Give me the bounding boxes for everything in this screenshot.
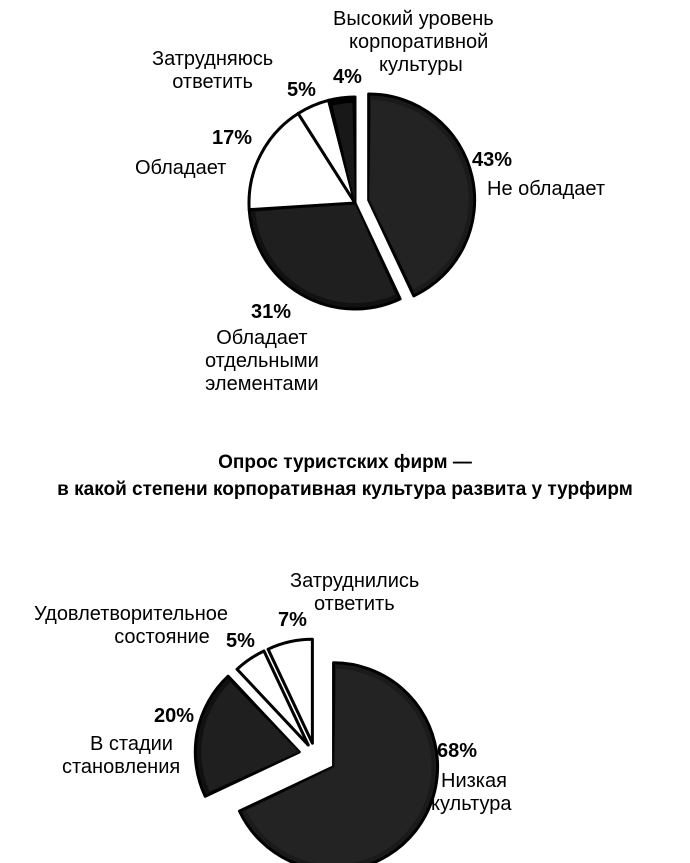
pie1-slice-1-shade [255, 203, 396, 303]
pie1-slice-4-shade [332, 103, 355, 203]
pie1-pct-not-has: 43% [472, 149, 513, 171]
pie1-label-has: Обладает [135, 157, 227, 179]
pie2-label-forming: В стадии становления [62, 733, 181, 778]
pie2-label-low: Низкая культура [431, 770, 512, 815]
chart-title: Опрос туристских фирм — в какой степени … [57, 452, 633, 500]
pie1-label-partial: Обладает отдельными элементами [205, 327, 319, 395]
pie1-label-high-culture: Высокий уровень корпоративной культуры [333, 8, 494, 76]
pie2-label-satisfactory: Удовлетворительное состояние [34, 603, 228, 648]
pie1-pct-hard-to-answer: 5% [287, 79, 316, 101]
pie2-slice-3 [266, 637, 314, 745]
pie1-slice-2 [247, 112, 357, 212]
pie1-pct-partial: 31% [251, 301, 292, 323]
pie1-pct-high-culture: 4% [333, 66, 362, 88]
pie2-slice-0-shade [246, 668, 432, 863]
pie2-pct-satisfactory: 5% [226, 630, 255, 652]
pie2-slice-1-shade [201, 682, 300, 792]
pie2-pct-forming: 20% [154, 705, 195, 727]
pie2-label-hard-to-answer: Затруднились ответить [290, 570, 420, 615]
pie1-slice-0-shade [368, 99, 469, 290]
pie1-label-hard-to-answer: Затрудняюсь ответить [152, 48, 274, 93]
pie2-slice-2 [235, 649, 310, 747]
pie2-pct-low: 68% [437, 740, 478, 762]
pie1-label-not-has: Не обладает [487, 178, 606, 200]
pie2-pct-hard-to-answer: 7% [278, 609, 307, 631]
pie1-pct-has: 17% [212, 127, 253, 149]
